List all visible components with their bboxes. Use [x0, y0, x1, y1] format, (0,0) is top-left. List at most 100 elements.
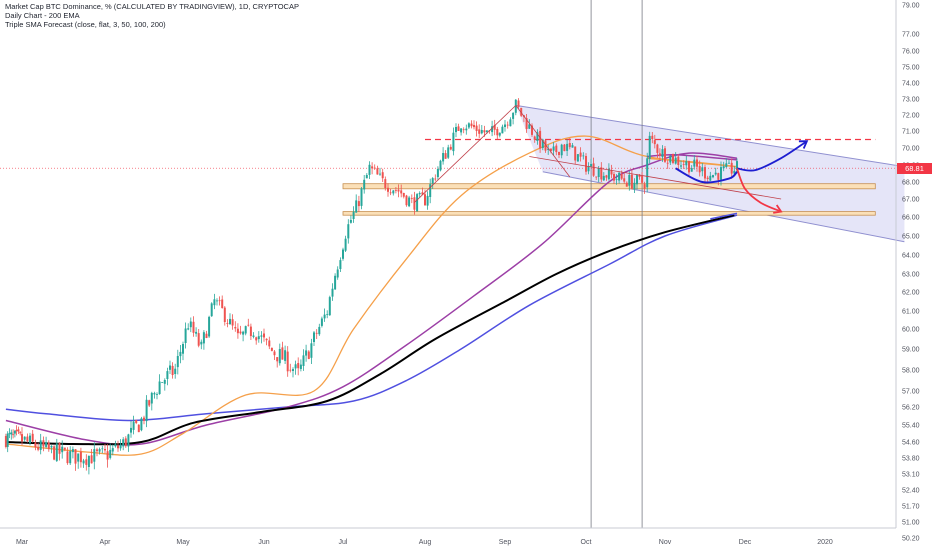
last-price-badge: 68.81: [897, 163, 932, 174]
y-tick-label: 70.00: [902, 146, 920, 153]
candle-body: [328, 297, 331, 316]
candle-body: [442, 153, 445, 162]
candle-body: [585, 156, 587, 172]
candle-body: [71, 449, 74, 453]
candle-body: [605, 175, 608, 178]
candle: [595, 176, 598, 180]
x-tick-label: Jun: [258, 539, 269, 546]
candle-body: [661, 149, 664, 158]
candle: [605, 174, 608, 181]
candle-body: [416, 194, 419, 212]
candle: [12, 429, 15, 439]
candle: [630, 169, 633, 190]
candle-body: [320, 318, 323, 326]
candle: [339, 257, 342, 272]
candle-body: [525, 118, 528, 129]
candle: [74, 449, 77, 471]
candle-body: [284, 350, 287, 361]
candle: [421, 187, 424, 195]
candle: [656, 143, 659, 158]
candle: [265, 338, 268, 346]
candle: [153, 391, 156, 399]
candle: [696, 155, 698, 172]
candle: [615, 174, 618, 185]
candle-body: [728, 162, 730, 164]
candle-body: [189, 321, 192, 328]
candle: [664, 146, 666, 163]
candle-body: [528, 124, 531, 129]
candle-body: [114, 444, 117, 447]
candle: [284, 345, 287, 364]
candle: [384, 176, 387, 191]
candle-body: [137, 424, 140, 433]
candle-body: [496, 129, 499, 136]
candle: [628, 171, 631, 191]
candle-body: [150, 392, 153, 404]
candle-body: [517, 100, 520, 107]
candle: [571, 143, 574, 148]
y-tick-label: 64.00: [902, 253, 920, 260]
candle: [176, 349, 179, 375]
candle-body: [462, 129, 465, 131]
candle: [501, 124, 504, 134]
candle-body: [544, 140, 547, 151]
candle-body: [187, 328, 190, 330]
candle: [392, 190, 395, 196]
candle-body: [42, 440, 45, 447]
candle-body: [520, 107, 523, 116]
y-tick-label: 71.00: [902, 129, 920, 136]
candle: [281, 341, 284, 360]
candle: [249, 323, 252, 340]
candle-body: [297, 363, 300, 369]
candle-body: [93, 449, 96, 462]
candle: [462, 127, 465, 134]
candle-body: [363, 179, 366, 190]
candle: [320, 316, 323, 328]
candle-body: [429, 184, 432, 197]
candle-body: [216, 300, 218, 302]
candle: [434, 174, 437, 182]
candle-body: [242, 331, 245, 335]
candle-body: [8, 433, 11, 435]
candle-body: [405, 195, 408, 206]
candle: [336, 266, 339, 280]
candle: [260, 331, 263, 344]
candle-body: [158, 381, 161, 395]
candle: [31, 430, 34, 443]
candle: [709, 171, 712, 181]
x-tick-label: May: [176, 539, 190, 546]
candle-body: [34, 442, 37, 448]
candle: [208, 315, 211, 338]
candle: [21, 427, 23, 446]
candle: [431, 177, 434, 189]
candle-body: [74, 449, 77, 464]
candle: [61, 440, 64, 459]
candle-body: [342, 249, 344, 259]
candle-body: [10, 432, 13, 435]
candle: [590, 158, 593, 167]
candle-body: [467, 123, 470, 128]
candle: [148, 399, 151, 407]
candle-body: [260, 335, 263, 337]
candle-body: [255, 337, 258, 341]
candle: [195, 327, 198, 337]
candle: [602, 172, 605, 181]
x-tick-label: Jul: [339, 539, 348, 546]
candle-body: [560, 144, 563, 156]
candle-body: [153, 393, 156, 395]
candle-body: [109, 449, 112, 458]
candle-body: [400, 190, 403, 194]
candle: [558, 151, 560, 159]
candle-body: [281, 347, 284, 360]
candle: [294, 360, 297, 375]
candle-body: [555, 145, 558, 153]
candle-body: [357, 201, 360, 207]
candle-body: [334, 275, 337, 290]
candle-body: [480, 130, 483, 134]
candle: [478, 124, 481, 139]
candle: [682, 160, 685, 169]
candle-body: [6, 433, 9, 447]
candle: [669, 155, 672, 165]
candle: [447, 144, 450, 159]
